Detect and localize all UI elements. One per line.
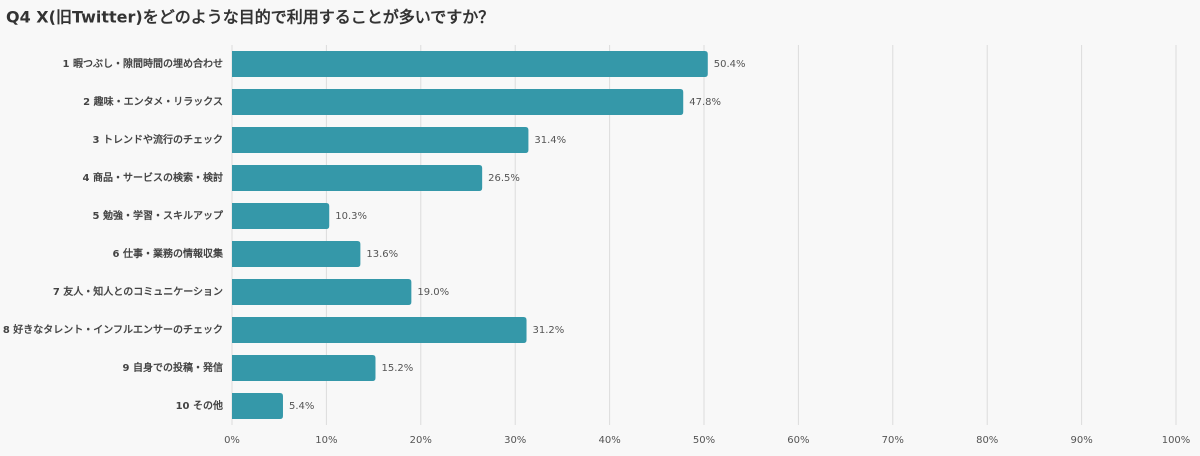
bar <box>232 51 708 77</box>
x-tick-label: 80% <box>976 435 998 446</box>
value-label: 5.4% <box>289 401 314 412</box>
value-label: 47.8% <box>689 97 721 108</box>
value-label: 15.2% <box>381 363 413 374</box>
category-label: 10 その他 <box>176 399 223 412</box>
category-label: 4 商品・サービスの検索・検討 <box>83 171 223 184</box>
x-tick-label: 70% <box>882 435 904 446</box>
value-label: 26.5% <box>488 173 520 184</box>
x-tick-label: 90% <box>1070 435 1092 446</box>
value-label: 31.2% <box>533 325 565 336</box>
category-label: 9 自身での投稿・発信 <box>123 361 223 374</box>
x-tick-label: 100% <box>1162 435 1191 446</box>
category-label: 2 趣味・エンタメ・リラックス <box>83 95 223 108</box>
value-label: 50.4% <box>714 59 746 70</box>
bar <box>232 241 361 267</box>
bar <box>232 393 283 419</box>
value-label: 10.3% <box>335 211 367 222</box>
x-tick-label: 20% <box>410 435 432 446</box>
x-tick-label: 60% <box>787 435 809 446</box>
value-label: 31.4% <box>534 135 566 146</box>
x-tick-label: 30% <box>504 435 526 446</box>
bar <box>232 89 684 115</box>
category-label: 6 仕事・業務の情報収集 <box>113 247 224 260</box>
category-label: 8 好きなタレント・インフルエンサーのチェック <box>3 323 223 336</box>
bar <box>232 317 527 343</box>
x-tick-label: 10% <box>315 435 337 446</box>
x-tick-label: 50% <box>693 435 715 446</box>
bar <box>232 165 483 191</box>
x-tick-label: 0% <box>224 435 240 446</box>
category-label: 3 トレンドや流行のチェック <box>93 133 223 146</box>
category-label: 5 勉強・学習・スキルアップ <box>93 209 224 222</box>
chart-title: Q4 X(旧Twitter)をどのような目的で利用することが多いですか？ <box>6 8 494 27</box>
bar <box>232 279 412 305</box>
value-label: 19.0% <box>417 287 449 298</box>
bar <box>232 127 529 153</box>
category-label: 7 友人・知人とのコミュニケーション <box>53 285 223 298</box>
x-tick-label: 40% <box>598 435 620 446</box>
bar <box>232 203 330 229</box>
category-label: 1 暇つぶし・隙間時間の埋め合わせ <box>63 57 223 70</box>
bar <box>232 355 376 381</box>
value-label: 13.6% <box>366 249 398 260</box>
